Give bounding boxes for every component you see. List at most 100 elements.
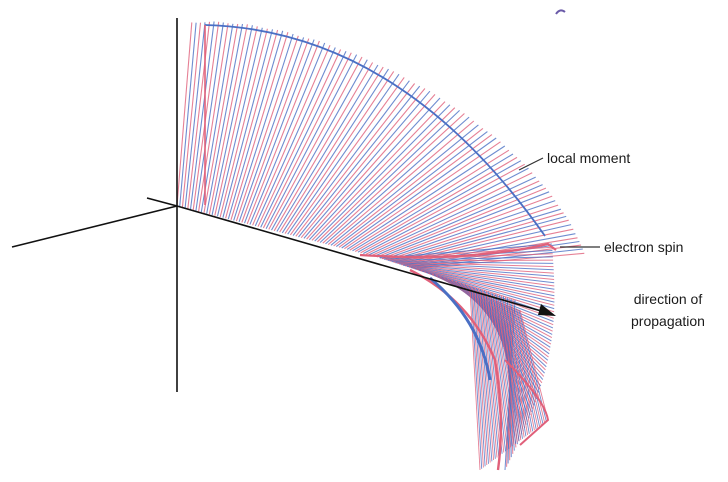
local-moment-label: local moment <box>547 150 631 166</box>
spin-strand-tail <box>492 298 512 448</box>
spin-strand-tail <box>477 292 491 463</box>
spin-strand <box>357 160 522 253</box>
spin-strand <box>311 101 446 241</box>
local-moment-leader <box>518 157 544 171</box>
depth-axis <box>146 197 178 207</box>
spin-strand-tail <box>514 307 542 426</box>
spin-strand <box>216 27 263 217</box>
spin-strand <box>233 33 294 221</box>
spin-strand-tail <box>483 295 500 457</box>
spin-strand <box>352 153 514 252</box>
horizontal-axis <box>11 205 178 248</box>
spin-strand <box>252 44 331 226</box>
spin-strand <box>271 59 368 231</box>
spin-strand <box>365 172 533 255</box>
spin-strand <box>308 97 441 241</box>
spin-strand-tail <box>484 295 501 456</box>
spin-strand-tail <box>507 304 532 433</box>
spin-strand-lower <box>385 253 553 261</box>
spin-strand <box>295 83 416 237</box>
spin-strand-tail <box>472 290 484 468</box>
spin-strand-lower <box>408 266 555 293</box>
spin-strand-tail <box>495 300 517 444</box>
spin-strand-lower <box>406 265 555 290</box>
spin-strand <box>219 28 268 218</box>
spin-strand <box>265 54 358 229</box>
spin-strand-lower <box>395 262 554 271</box>
outer-envelope-arc <box>204 24 546 237</box>
spin-strand-tail <box>498 301 520 442</box>
spin-strand <box>187 21 211 209</box>
spin-strand-lower <box>414 268 555 303</box>
spin-strand-tail <box>473 291 486 467</box>
spin-strand <box>349 149 510 251</box>
stray-mark <box>555 9 566 15</box>
spin-strand-tail <box>512 306 539 428</box>
spin-strand <box>287 73 400 235</box>
spin-strand <box>344 141 501 250</box>
spin-strand-lower <box>405 265 555 287</box>
spin-strand <box>241 38 310 223</box>
spin-strand <box>346 145 506 250</box>
spin-strand-tail <box>500 302 523 439</box>
spin-strand <box>289 77 405 236</box>
spin-strand <box>300 88 426 239</box>
spin-strand <box>225 29 279 219</box>
spin-strand <box>254 47 336 227</box>
lower-envelope-blue <box>429 276 492 381</box>
direction-label-line1: direction of <box>633 291 703 307</box>
spin-strand <box>327 120 475 246</box>
spin-strand <box>303 90 431 239</box>
spin-strand-tail <box>479 293 495 461</box>
spin-strand <box>189 21 215 210</box>
spin-strand-lower <box>379 243 553 259</box>
spin-strand <box>195 22 224 211</box>
spin-strand-tail <box>508 305 534 432</box>
spin-strand-lower <box>403 264 555 284</box>
spin-strand <box>227 30 284 220</box>
spin-strand-tail <box>478 293 493 462</box>
direction-label-line2: propagation <box>631 313 705 329</box>
spin-strand-tail <box>513 307 540 427</box>
spin-strand-tail <box>497 300 518 443</box>
propagation-arrowhead <box>538 304 556 316</box>
spin-strand-lower <box>389 259 554 262</box>
spin-strand <box>371 180 540 257</box>
spin-strand-tail <box>489 297 508 451</box>
spin-strand <box>354 156 518 252</box>
spin-strand <box>179 22 197 207</box>
spin-strand <box>281 68 389 234</box>
spin-strand <box>208 24 248 215</box>
spin-strand <box>338 134 493 248</box>
spin-strand <box>268 56 363 230</box>
spin-strand-tail <box>510 306 537 429</box>
electron-spin-label: electron spin <box>604 239 684 255</box>
spin-strand-tail <box>490 298 510 449</box>
spin-strand-tail <box>494 299 515 446</box>
spin-strand <box>203 23 239 213</box>
spin-strand <box>335 131 488 248</box>
spin-strand <box>249 42 326 225</box>
spin-strand-lower <box>387 256 553 261</box>
spin-strand <box>238 37 305 222</box>
spin-strand <box>319 110 460 243</box>
spin-strand <box>368 176 536 256</box>
spin-strand-tail <box>504 303 529 436</box>
spin-strand <box>246 40 320 225</box>
spin-strand <box>211 25 253 216</box>
spin-strand <box>363 167 529 254</box>
spin-strand-lower <box>391 261 554 264</box>
spin-strand-lower <box>399 263 555 277</box>
spin-strand-lower <box>416 268 555 306</box>
spin-strand <box>317 107 456 243</box>
spin-strand-lower <box>401 264 555 280</box>
spin-strand-tail <box>502 302 525 438</box>
spin-strand-tail <box>515 308 544 424</box>
spin-strand-tail <box>474 291 488 466</box>
spin-strand-tail <box>519 309 549 421</box>
spin-strand <box>273 62 374 232</box>
spin-strand <box>192 21 220 211</box>
spin-strand-tail <box>475 292 489 464</box>
spin-strand <box>257 49 342 227</box>
spin-strand-tail <box>485 296 503 454</box>
